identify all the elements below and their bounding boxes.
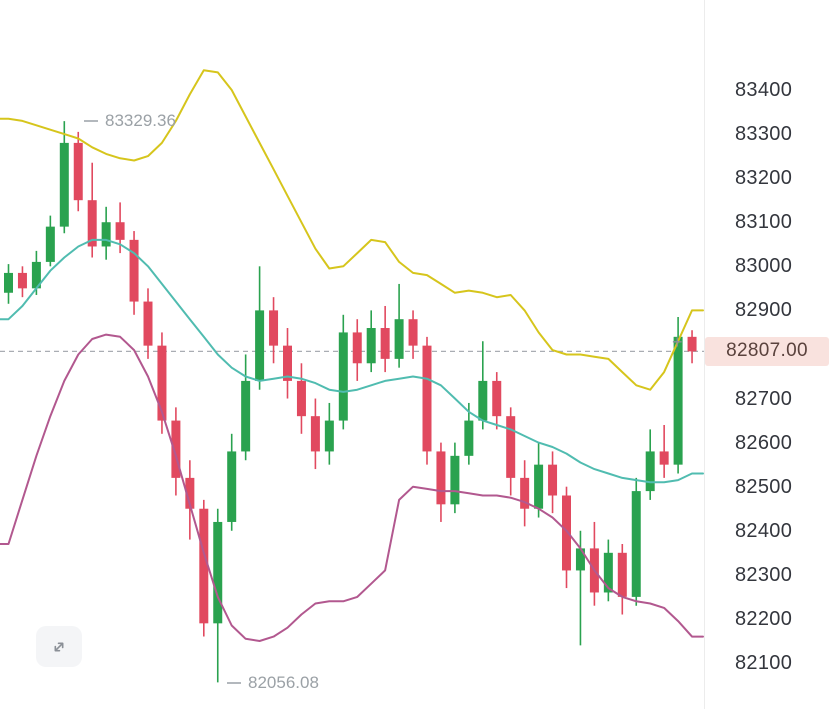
candle-body (185, 477, 195, 509)
candle-body (380, 328, 390, 359)
plus-marker-icon: + (672, 332, 683, 352)
candle-body (631, 491, 641, 597)
candle-body (227, 451, 237, 522)
last-price-badge: 82807.00 (705, 336, 829, 366)
candle-body (199, 508, 209, 624)
y-axis-tick-label: 82400 (735, 519, 793, 542)
lower-band-line (0, 333, 704, 642)
y-axis-tick-label: 82200 (735, 607, 793, 630)
candle-body (338, 332, 348, 421)
candle-body (157, 345, 167, 421)
y-axis-tick-label: 82100 (735, 652, 793, 674)
candle-body (115, 222, 125, 240)
candle-body (324, 420, 334, 452)
y-axis-tick-label: 82300 (735, 563, 793, 586)
candle-body (310, 416, 320, 452)
candle-body (129, 239, 139, 302)
candle-body (394, 319, 404, 359)
high-price-value: 83329.36 (105, 111, 176, 131)
candle-body (673, 336, 683, 465)
candle-body (296, 380, 306, 417)
candle-body (645, 451, 655, 492)
expand-button[interactable] (36, 626, 82, 667)
candle-body (548, 464, 558, 496)
y-axis-tick-label: 83100 (735, 211, 793, 234)
high-price-label: 83329.36 (84, 111, 176, 131)
candle-body (492, 380, 502, 417)
y-axis-tick-label: 83400 (735, 79, 793, 101)
candle-body (506, 416, 516, 478)
expand-icon (54, 642, 64, 651)
candle-body (352, 332, 362, 364)
candle-body (73, 142, 83, 201)
low-price-value: 82056.08 (248, 673, 319, 693)
y-axis-tick-label: 83200 (735, 167, 793, 190)
candle-body (408, 319, 418, 346)
candle-body (17, 272, 27, 289)
low-price-label: 82056.08 (227, 673, 319, 693)
candle-body (269, 310, 279, 346)
y-axis-tick-label: 82500 (735, 475, 793, 498)
upper-band-line (0, 69, 704, 391)
candle-body (520, 477, 530, 509)
candle-body (101, 222, 111, 247)
high-marker-dash-icon (84, 120, 98, 123)
y-axis-tick-label: 82600 (735, 431, 793, 454)
candle-body (617, 552, 627, 597)
candle-body (464, 420, 474, 456)
candle-body (562, 495, 571, 571)
candle-body (213, 521, 223, 624)
candle-body (603, 552, 613, 593)
candle-body (171, 420, 181, 478)
candle-body (366, 328, 376, 364)
candle-body (255, 310, 265, 381)
candle-body (478, 380, 488, 421)
candle-body (143, 301, 153, 346)
candle-body (283, 345, 292, 381)
candle-body (422, 345, 432, 452)
candle-body (450, 455, 460, 505)
candle-body (241, 380, 251, 452)
candle-body (4, 272, 13, 293)
y-axis-tick-label: 83000 (735, 255, 793, 278)
candle-body (45, 226, 55, 262)
y-axis-tick-label: 82700 (735, 387, 793, 410)
candle-body (436, 451, 446, 505)
candle-body (659, 451, 669, 465)
y-axis-tick-label: 83300 (735, 123, 793, 146)
candle-body (87, 200, 97, 247)
candle-body (31, 261, 41, 289)
candle-body (59, 142, 69, 227)
y-axis-tick-label: 82900 (735, 299, 793, 322)
low-marker-dash-icon (227, 682, 241, 685)
candle-body (534, 464, 544, 509)
candle-body (575, 548, 585, 571)
axis-separator (704, 0, 705, 709)
middle-band-line (0, 238, 704, 484)
candle-body (687, 336, 697, 352)
